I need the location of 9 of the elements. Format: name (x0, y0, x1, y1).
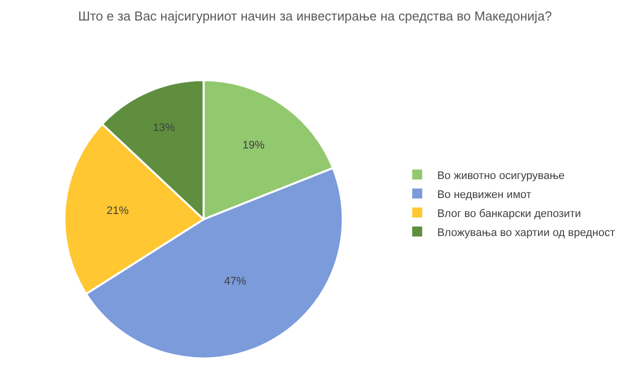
legend-label: Во животно осигурување (437, 170, 565, 182)
data-label: 13% (152, 122, 176, 134)
chart-title: Што е за Вас најсигурниот начин за инвестирање на средства во Македонија? (78, 8, 552, 24)
legend-label: Во недвижен имот (437, 188, 532, 201)
data-label: 47% (224, 275, 246, 288)
data-label: 21% (106, 205, 129, 218)
legend-label: Влог во банкарски депозити (437, 208, 582, 220)
legend-label: Вложувања во хартии од вредност (437, 226, 615, 239)
data-label: 19% (242, 140, 265, 152)
